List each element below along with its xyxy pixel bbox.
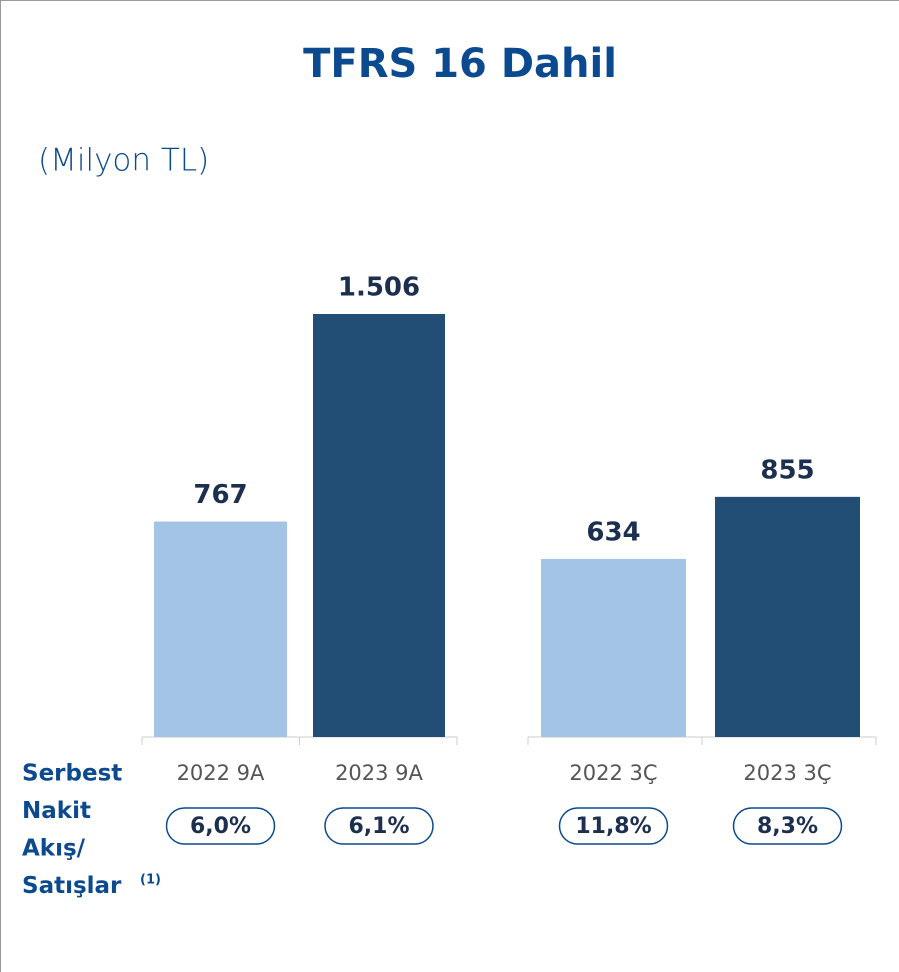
chart-title: TFRS 16 Dahil [303,41,617,87]
bar [313,314,445,737]
bar [154,521,287,737]
data-label: 855 [760,455,814,485]
ratio-pill [558,807,669,845]
ratio-title: Akış/ [22,836,86,862]
ratio-pill [732,807,843,845]
x-tick-label: 2023 3Ç [743,761,831,785]
data-label: 767 [193,480,247,510]
ratio-title: Nakit [22,798,91,824]
ratio-pill [165,807,276,845]
ratio-label: 11,8% [575,814,651,839]
data-label: 634 [586,517,640,547]
data-label: 1.506 [338,273,420,303]
ratio-label: 8,3% [757,814,818,839]
ratio-label: 6,0% [190,814,251,839]
x-tick-label: 2022 3Ç [569,761,657,785]
x-tick-label: 2022 9A [177,761,265,785]
ratio-title: Serbest [22,761,122,787]
ratio-pill [324,807,434,845]
chart-subtitle: (Milyon TL) [38,143,209,179]
bar [715,496,860,737]
bar [541,558,686,737]
x-tick-label: 2023 9A [335,761,423,785]
ratio-title: Satışlar [22,873,122,899]
ratio-note: (1) [140,873,161,888]
ratio-label: 6,1% [348,814,409,839]
